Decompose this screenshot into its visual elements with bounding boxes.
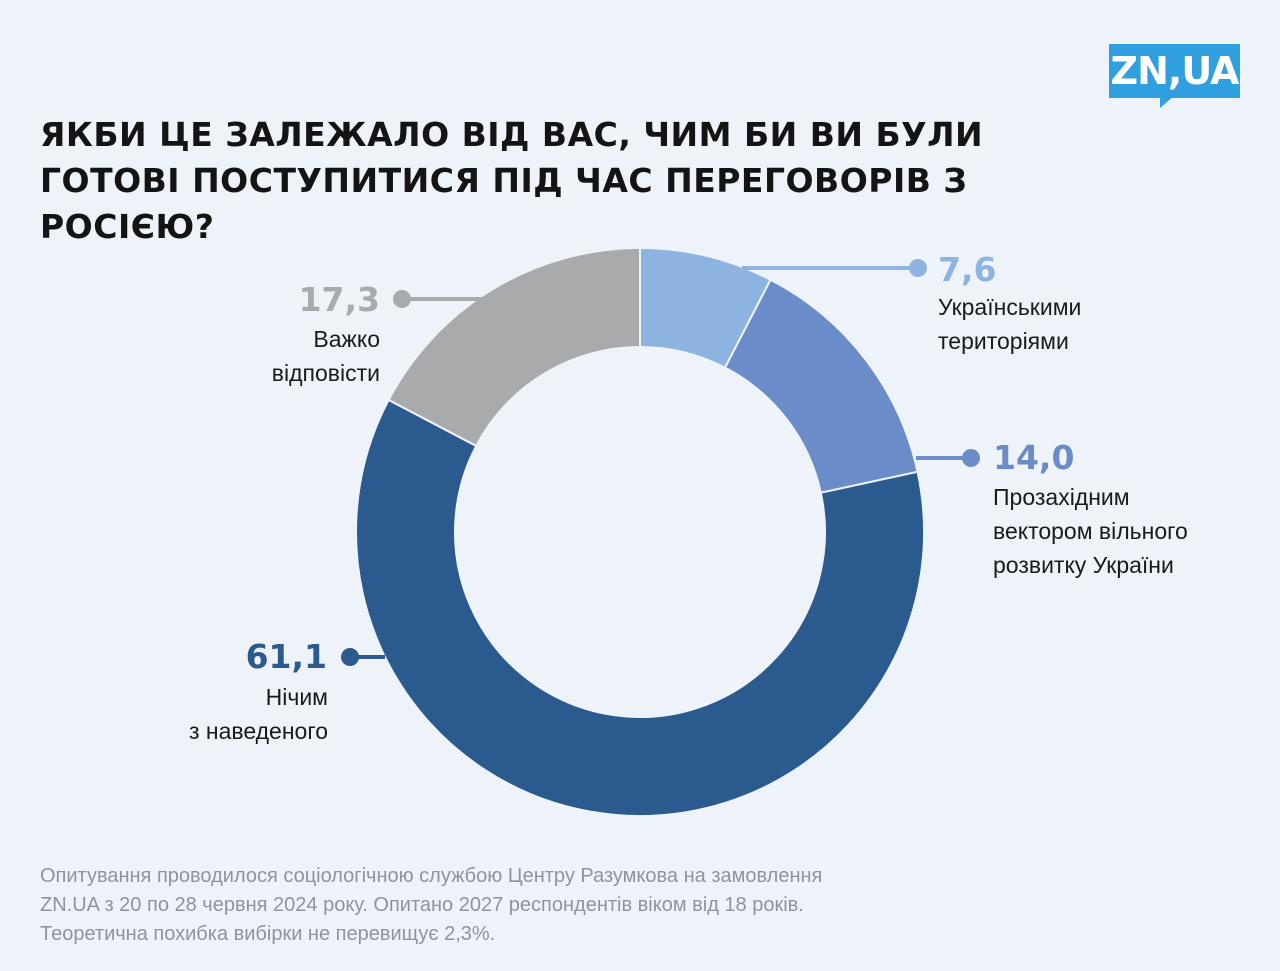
value-label-western-vector: 14,0 [993, 438, 1075, 477]
brand-logo: ZN,UA [1109, 44, 1240, 98]
slice-label-hard-to-say: Важко відповісти [271, 326, 380, 386]
chart-title: Якби це залежало від вас, чим би ви були… [40, 115, 984, 246]
leader-hard-to-say-dot [393, 290, 411, 308]
value-label-nothing: 61,1 [245, 637, 327, 676]
slice-label-ukrainian-territories: Українськими територіями [938, 294, 1082, 354]
slice-hard-to-say [387, 246, 641, 448]
slice-label-nothing: Нічим з наведеного [188, 684, 328, 744]
survey-footnote: Опитування проводилося соціологічною слу… [40, 865, 823, 945]
slice-western-vector [723, 278, 919, 494]
leader-nothing-dot [341, 648, 359, 666]
brand-logo-tail [1160, 96, 1174, 108]
value-label-hard-to-say: 17,3 [298, 280, 380, 319]
slice-label-western-vector: Прозахідним вектором вільного розвитку У… [993, 484, 1188, 578]
leader-western-vector-dot [962, 449, 980, 467]
value-label-ukrainian-territories: 7,6 [938, 250, 997, 289]
leader-ukrainian-territories-dot [909, 259, 927, 277]
slice-nothing [355, 398, 925, 817]
